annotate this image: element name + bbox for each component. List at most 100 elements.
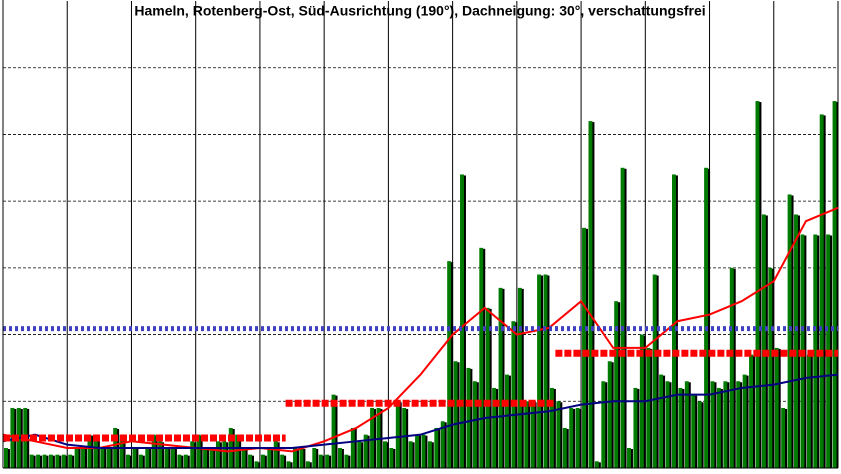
line-series [2, 206, 839, 453]
bar [749, 354, 753, 468]
bar [575, 407, 580, 468]
bar [620, 167, 625, 469]
bar-shadow [571, 408, 576, 468]
bar [543, 274, 548, 468]
bar [299, 447, 304, 468]
bar [440, 421, 445, 468]
bar [36, 454, 41, 468]
bar-shadow [38, 455, 43, 468]
bar-shadow [410, 442, 415, 468]
bar-shadow [609, 362, 614, 468]
bar [106, 447, 111, 468]
bar-shadow [57, 455, 62, 468]
bar-shadow [629, 448, 633, 468]
bar-shadow [301, 448, 306, 468]
bar-shadow [384, 442, 389, 468]
bar [325, 454, 330, 468]
bar-shadow [269, 448, 274, 468]
bar-shadow [140, 455, 145, 468]
bar [164, 447, 169, 468]
bar [665, 381, 670, 468]
bar [742, 374, 747, 468]
bar-shadow [217, 442, 222, 468]
bar [350, 427, 355, 468]
bar-shadow [487, 308, 492, 468]
bar [48, 454, 53, 468]
bar-shadow [468, 368, 473, 468]
bar [434, 427, 439, 468]
bar-shadow [333, 395, 338, 468]
bar [158, 441, 163, 468]
bar-shadow [256, 462, 261, 468]
bar-shadow [507, 375, 511, 468]
bar [126, 454, 130, 468]
bar [588, 121, 593, 468]
bar [81, 447, 85, 468]
bar-shadow [654, 275, 659, 468]
bar [556, 401, 561, 468]
bar [55, 454, 60, 468]
bar [505, 374, 509, 468]
bar-shadow [680, 388, 685, 468]
bar-shadow [102, 448, 107, 468]
bar-shadow [455, 362, 460, 468]
bar-shadow [564, 428, 569, 468]
bar-shadow [295, 448, 299, 468]
bar [646, 347, 651, 468]
bar-shadow [224, 442, 229, 468]
line-series [3, 349, 838, 442]
bar [376, 407, 381, 468]
bar-shadow [519, 288, 524, 468]
bar [196, 434, 201, 468]
bar-shadow [577, 408, 582, 468]
bar-shadow [699, 402, 704, 468]
bar [119, 434, 124, 468]
bar-shadow [718, 388, 723, 468]
bar-shadow [205, 448, 210, 468]
bar-shadow [89, 435, 94, 468]
bar [652, 274, 657, 468]
bar [633, 387, 638, 468]
bar-shadow [757, 102, 762, 469]
bar-shadow [134, 448, 139, 468]
bar-shadow [243, 448, 248, 468]
bar-shadow [153, 435, 158, 468]
bar [357, 441, 362, 468]
bar-shadow [590, 122, 595, 468]
bar-shadow [237, 435, 242, 468]
chart-subtitle: Hameln, Rotenberg-Ost, Süd-Ausrichtung (… [134, 3, 705, 19]
bar-shadow [693, 395, 698, 468]
bar [408, 441, 413, 468]
bar [171, 447, 175, 468]
bar-shadow [731, 268, 736, 468]
bar [485, 307, 490, 468]
bar-shadow [76, 448, 81, 468]
bar [569, 407, 574, 468]
bar-shadow [776, 348, 781, 468]
bar [338, 447, 342, 468]
bar [774, 347, 779, 468]
bar-shadow [160, 442, 165, 468]
bar-shadow [706, 168, 711, 469]
bar [723, 381, 728, 468]
bar [389, 447, 394, 468]
bar [607, 361, 612, 468]
bar [215, 441, 220, 468]
bar [61, 454, 66, 468]
bar-shadow [250, 455, 254, 468]
bar-shadow [108, 448, 113, 468]
bar [203, 447, 208, 468]
bar-shadow [462, 175, 466, 468]
bar [209, 447, 214, 468]
bar-shadow [526, 402, 531, 468]
bar-shadow [481, 248, 486, 468]
bar [93, 434, 98, 468]
bar-shadow [763, 215, 768, 468]
bar [382, 441, 387, 468]
bar-shadow [63, 455, 68, 468]
bar [697, 401, 702, 468]
bar-shadow [596, 462, 601, 468]
bar [286, 461, 291, 468]
bar-shadow [539, 275, 544, 468]
